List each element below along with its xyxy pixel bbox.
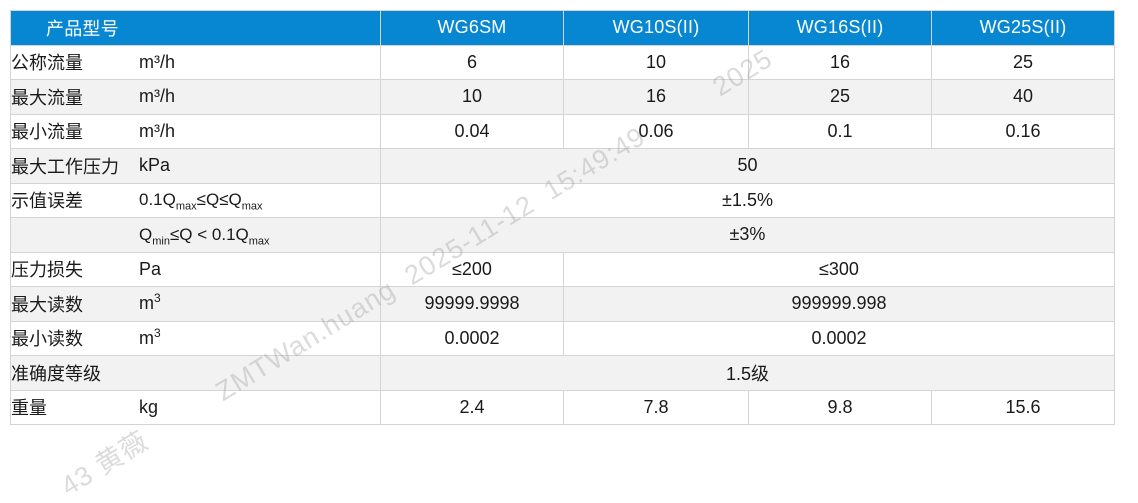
value-cell-span: ≤300 [563, 251, 1115, 287]
row-unit: m3 [139, 325, 161, 348]
table-body: 公称流量 m³/h 6 10 16 25 最大流量 m³/h 10 16 [10, 44, 1115, 425]
value-cell: 25 [931, 44, 1115, 80]
error-condition: 0.1Qmax≤Q≤Qmax [139, 190, 263, 213]
label-cell: Qmin≤Q < 0.1Qmax [10, 217, 381, 253]
value-cell-span: 50 [380, 148, 1115, 184]
page: 产品型号 WG6SM WG10S(II) WG16S(II) WG25S(II)… [10, 10, 1115, 502]
value-cell: 2.4 [380, 389, 564, 425]
value-cell-span: ±1.5% [380, 182, 1115, 218]
row-label: 最小流量 [11, 122, 83, 143]
row-label: 公称流量 [11, 53, 83, 74]
row-label: 压力损失 [11, 260, 83, 281]
row-unit: kg [139, 396, 159, 417]
value-cell: 16 [748, 44, 932, 80]
label-cell: 示值误差 0.1Qmax≤Q≤Qmax [10, 182, 381, 218]
row-weight: 重量 kg 2.4 7.8 9.8 15.6 [10, 389, 1115, 425]
row-pressure-loss: 压力损失 Pa ≤200 ≤300 [10, 251, 1115, 287]
value-cell-span: ±3% [380, 217, 1115, 253]
label-cell: 最大读数 m3 [10, 286, 381, 322]
header-col-wg16s: WG16S(II) [748, 10, 932, 46]
value-cell: 40 [931, 79, 1115, 115]
value-cell: 10 [563, 44, 749, 80]
value-cell: 7.8 [563, 389, 749, 425]
row-min-flow: 最小流量 m³/h 0.04 0.06 0.1 0.16 [10, 113, 1115, 149]
header-model-label: 产品型号 [10, 10, 381, 46]
label-cell: 准确度等级 [10, 355, 381, 391]
row-label: 最大读数 [11, 294, 83, 315]
label-cell: 最大流量 m³/h [10, 79, 381, 115]
value-cell: 0.16 [931, 113, 1115, 149]
row-label: 最大工作压力 [11, 156, 119, 177]
row-max-reading: 最大读数 m3 99999.9998 999999.998 [10, 286, 1115, 322]
row-max-working-pressure: 最大工作压力 kPa 50 [10, 148, 1115, 184]
value-cell: 0.06 [563, 113, 749, 149]
row-label: 准确度等级 [11, 363, 101, 384]
label-cell: 公称流量 m³/h [10, 44, 381, 80]
row-unit: m3 [139, 291, 161, 314]
value-cell: 0.0002 [380, 320, 564, 356]
row-unit: m³/h [139, 86, 175, 107]
header-row: 产品型号 WG6SM WG10S(II) WG16S(II) WG25S(II) [10, 10, 1115, 46]
error-condition: Qmin≤Q < 0.1Qmax [139, 224, 270, 248]
row-min-reading: 最小读数 m3 0.0002 0.0002 [10, 320, 1115, 356]
label-cell: 最小读数 m3 [10, 320, 381, 356]
spec-table: 产品型号 WG6SM WG10S(II) WG16S(II) WG25S(II)… [10, 10, 1115, 425]
value-cell: 99999.9998 [380, 286, 564, 322]
row-label: 重量 [11, 398, 47, 419]
label-cell: 压力损失 Pa [10, 251, 381, 287]
value-cell: 16 [563, 79, 749, 115]
row-label: 示值误差 [11, 191, 83, 212]
label-cell: 重量 kg [10, 389, 381, 425]
row-accuracy-class: 准确度等级 1.5级 [10, 355, 1115, 391]
value-cell: 0.1 [748, 113, 932, 149]
row-max-flow: 最大流量 m³/h 10 16 25 40 [10, 79, 1115, 115]
row-label: 最小读数 [11, 329, 83, 350]
row-unit: kPa [139, 155, 171, 176]
header-col-wg10s: WG10S(II) [563, 10, 749, 46]
row-indication-error-low: Qmin≤Q < 0.1Qmax ±3% [10, 217, 1115, 253]
row-indication-error-high: 示值误差 0.1Qmax≤Q≤Qmax ±1.5% [10, 182, 1115, 218]
value-cell: 9.8 [748, 389, 932, 425]
value-cell: 0.04 [380, 113, 564, 149]
value-cell-span: 1.5级 [380, 355, 1115, 391]
row-unit: m³/h [139, 51, 175, 72]
value-cell-span: 0.0002 [563, 320, 1115, 356]
value-cell: 6 [380, 44, 564, 80]
header-col-wg25s: WG25S(II) [931, 10, 1115, 46]
row-unit: Pa [139, 258, 162, 279]
row-nominal-flow: 公称流量 m³/h 6 10 16 25 [10, 44, 1115, 80]
value-cell: 25 [748, 79, 932, 115]
label-cell: 最大工作压力 kPa [10, 148, 381, 184]
value-cell-span: 999999.998 [563, 286, 1115, 322]
row-unit: m³/h [139, 120, 175, 141]
header-col-wg6sm: WG6SM [380, 10, 564, 46]
row-label: 最大流量 [11, 87, 83, 108]
value-cell: ≤200 [380, 251, 564, 287]
table-header: 产品型号 WG6SM WG10S(II) WG16S(II) WG25S(II) [10, 10, 1115, 46]
value-cell: 15.6 [931, 389, 1115, 425]
value-cell: 10 [380, 79, 564, 115]
label-cell: 最小流量 m³/h [10, 113, 381, 149]
